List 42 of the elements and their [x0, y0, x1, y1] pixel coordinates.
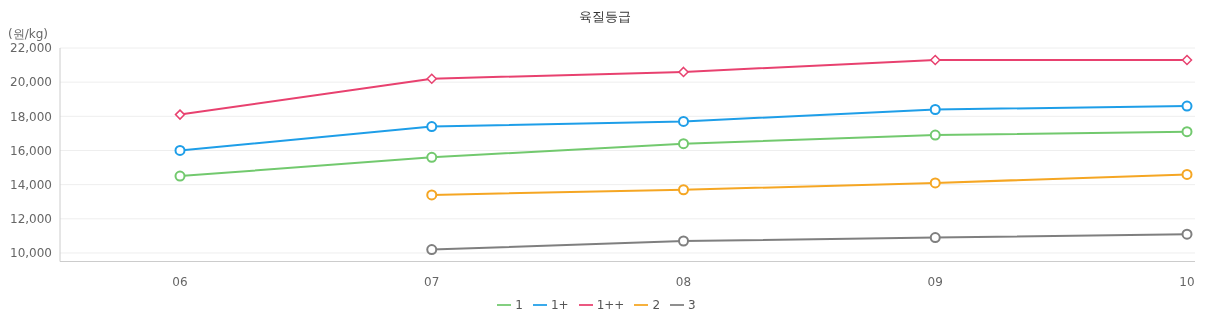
y-tick-label: 18,000: [10, 109, 52, 124]
point: [426, 189, 438, 201]
point: [1181, 168, 1193, 180]
point: [678, 184, 689, 196]
x-tick-label: 10: [1179, 275, 1195, 290]
point: [678, 66, 689, 78]
y-axis-title: (원/kg): [8, 26, 48, 43]
y-tick-label: 10,000: [10, 246, 52, 261]
y-tick-label: 22,000: [10, 41, 52, 56]
point: [1181, 126, 1193, 138]
point: [929, 232, 941, 244]
legend-label: 1++: [596, 297, 625, 312]
point: [1181, 54, 1193, 66]
point: [929, 177, 941, 189]
legend-label: 1+: [550, 297, 569, 312]
y-tick-label: 12,000: [10, 212, 52, 227]
y-tick-label: 20,000: [10, 75, 52, 90]
y-tick-label: 14,000: [10, 177, 52, 192]
point: [426, 151, 438, 163]
legend-label: 3: [688, 297, 696, 312]
point: [1181, 228, 1193, 240]
point: [426, 73, 437, 84]
chart-title: 육질등급: [577, 8, 632, 26]
y-tick-label: 16,000: [10, 143, 52, 158]
point: [174, 144, 186, 156]
x-tick-label: 09: [927, 275, 943, 290]
point: [174, 170, 186, 182]
point: [930, 54, 941, 66]
point: [929, 103, 941, 115]
point: [1181, 100, 1193, 112]
point: [929, 129, 941, 141]
point: [678, 115, 689, 127]
point: [426, 121, 438, 133]
x-tick-label: 06: [172, 275, 188, 290]
point: [426, 244, 438, 256]
legend-label: 2: [652, 297, 661, 312]
x-tick-label: 07: [424, 275, 440, 290]
point: [174, 109, 186, 120]
legend-label: 1: [515, 297, 523, 312]
point: [678, 235, 689, 247]
point: [678, 138, 689, 150]
x-tick-label: 08: [675, 275, 692, 290]
